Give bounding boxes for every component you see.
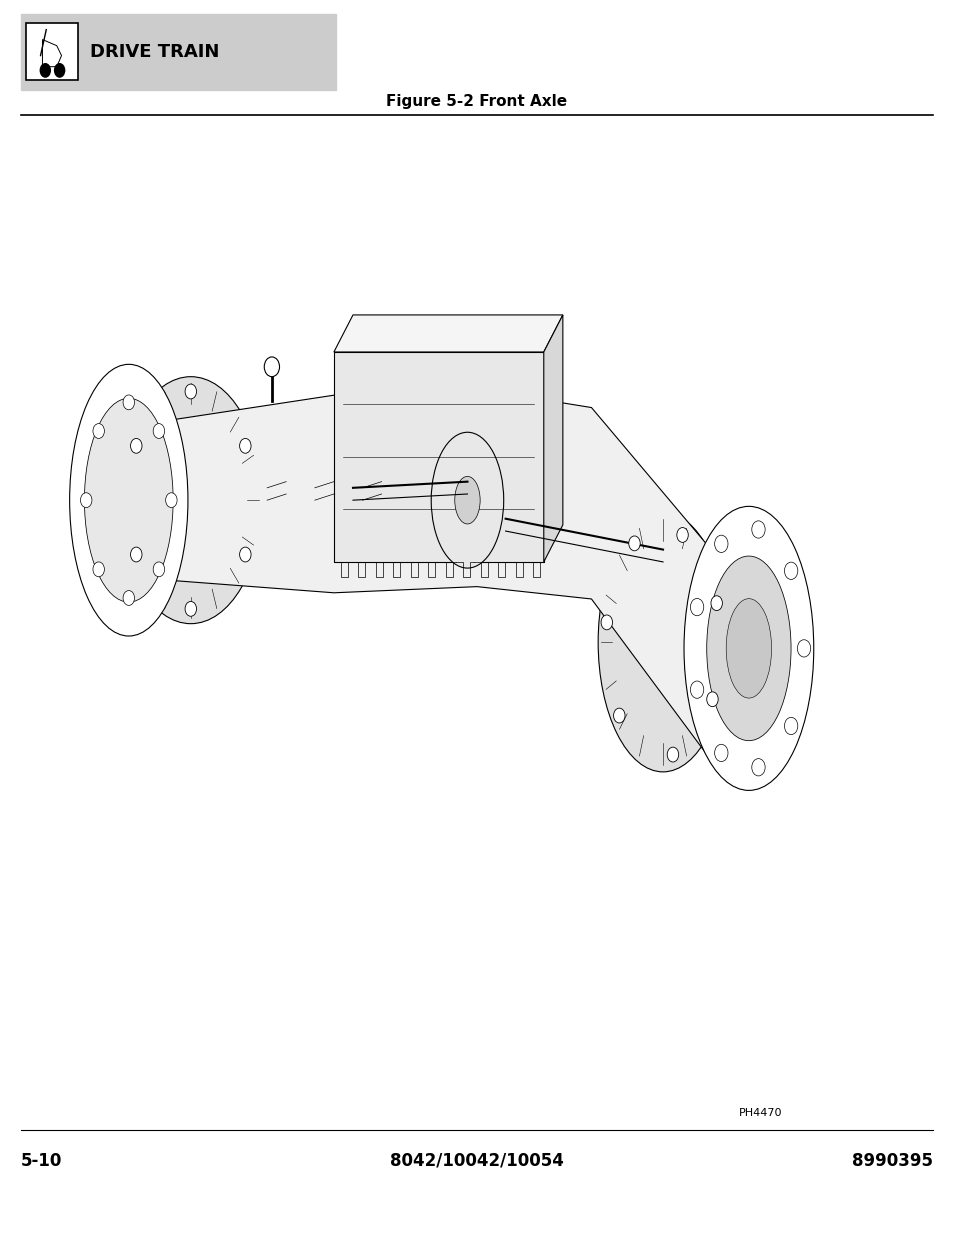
Text: 5-10: 5-10 — [21, 1152, 62, 1170]
Circle shape — [714, 535, 727, 552]
Ellipse shape — [725, 599, 771, 698]
Circle shape — [690, 680, 703, 698]
Circle shape — [690, 599, 703, 616]
Ellipse shape — [455, 477, 479, 524]
Circle shape — [153, 562, 165, 577]
Polygon shape — [43, 40, 62, 67]
Circle shape — [131, 547, 142, 562]
Ellipse shape — [85, 398, 173, 603]
Circle shape — [131, 438, 142, 453]
Text: 8990395: 8990395 — [851, 1152, 932, 1170]
Circle shape — [92, 424, 104, 438]
Circle shape — [185, 384, 196, 399]
Text: 8042/10042/10054: 8042/10042/10054 — [390, 1152, 563, 1170]
Circle shape — [239, 547, 251, 562]
Polygon shape — [334, 315, 562, 352]
Circle shape — [600, 615, 612, 630]
Polygon shape — [172, 389, 705, 753]
Circle shape — [783, 718, 797, 735]
Circle shape — [239, 438, 251, 453]
Circle shape — [123, 395, 134, 410]
Circle shape — [185, 601, 196, 616]
Circle shape — [710, 595, 721, 610]
Circle shape — [751, 758, 764, 776]
Circle shape — [80, 493, 91, 508]
Polygon shape — [543, 315, 562, 562]
Circle shape — [264, 357, 279, 377]
Circle shape — [153, 424, 165, 438]
Circle shape — [166, 493, 177, 508]
Circle shape — [54, 63, 65, 78]
Text: Figure 5-2 Front Axle: Figure 5-2 Front Axle — [386, 94, 567, 109]
Circle shape — [92, 562, 104, 577]
Ellipse shape — [706, 556, 790, 741]
Ellipse shape — [119, 377, 262, 624]
Circle shape — [628, 536, 639, 551]
Ellipse shape — [683, 506, 813, 790]
Bar — [26, 23, 78, 80]
Circle shape — [613, 708, 624, 722]
Circle shape — [783, 562, 797, 579]
FancyBboxPatch shape — [21, 14, 335, 90]
Circle shape — [706, 692, 718, 706]
Polygon shape — [334, 352, 543, 562]
Circle shape — [714, 745, 727, 762]
Text: PH4470: PH4470 — [738, 1108, 781, 1118]
Text: 1: 1 — [496, 499, 505, 514]
Ellipse shape — [431, 432, 503, 568]
Circle shape — [666, 747, 678, 762]
Text: DRIVE TRAIN: DRIVE TRAIN — [90, 43, 219, 61]
Circle shape — [123, 590, 134, 605]
Ellipse shape — [598, 513, 727, 772]
Circle shape — [751, 521, 764, 538]
Circle shape — [797, 640, 810, 657]
Ellipse shape — [70, 364, 188, 636]
Circle shape — [676, 527, 687, 542]
Circle shape — [40, 63, 51, 78]
